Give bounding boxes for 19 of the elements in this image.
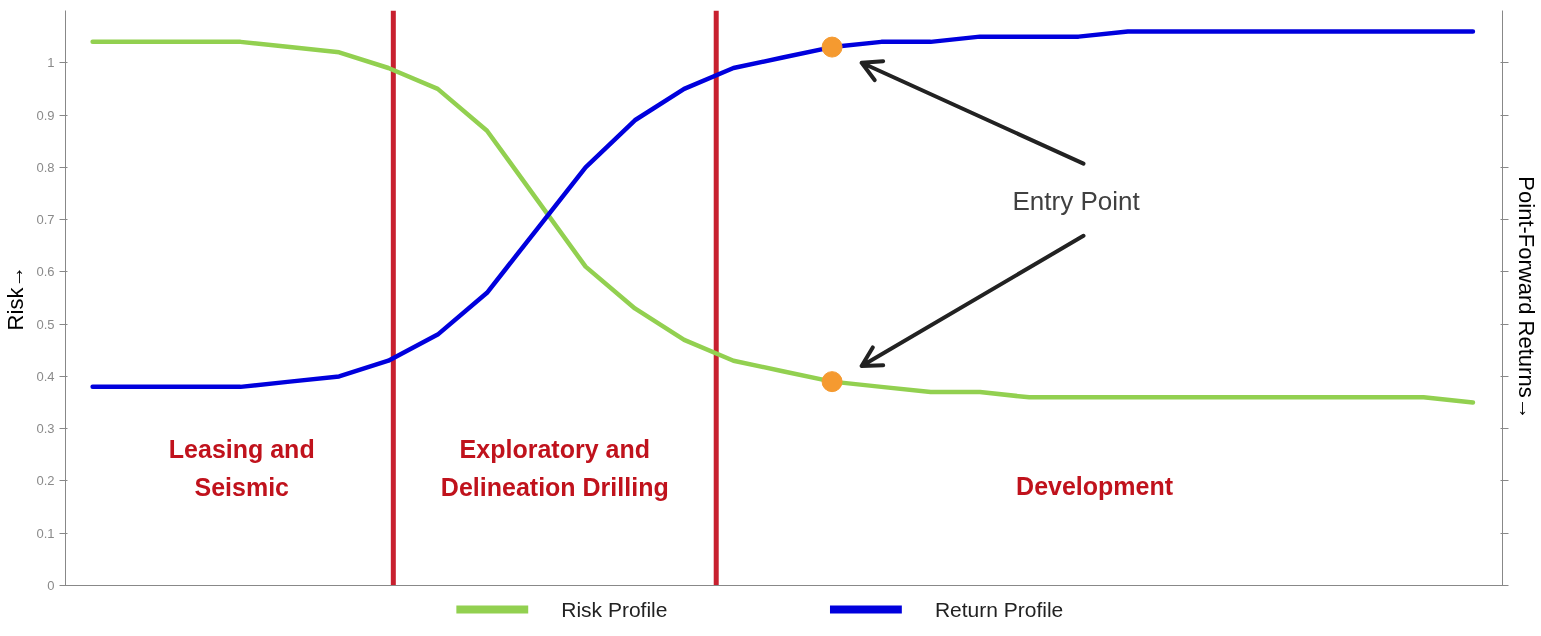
y-tick-label: 0.6 xyxy=(36,264,55,280)
y-tick-label: 0.2 xyxy=(36,473,55,489)
y2-axis-title: Point-Forward Returns→ xyxy=(1513,176,1539,420)
annotation: Exploratory and Delineation Drilling xyxy=(440,435,669,501)
y-tick-label: 0.5 xyxy=(36,316,55,332)
y-tick-label: 0.1 xyxy=(36,525,55,541)
legend-label: Risk Profile xyxy=(561,597,668,621)
y-tick-label: 0.8 xyxy=(36,159,55,175)
y-tick-label: 0.4 xyxy=(36,368,55,384)
annotation: Development xyxy=(1016,472,1174,501)
y-tick-label: 0.7 xyxy=(36,212,55,228)
y-tick-label: 0.3 xyxy=(36,421,55,437)
y-tick-label: 0.9 xyxy=(36,107,55,123)
y-tick-label: 0 xyxy=(47,578,55,593)
legend-label: Return Profile xyxy=(934,597,1064,621)
y-tick-label: 1 xyxy=(47,55,55,71)
annotation: Entry Point xyxy=(1012,185,1141,216)
y-axis-title: Risk→ xyxy=(3,265,29,331)
annotation: Leasing and Seismic xyxy=(168,435,315,501)
